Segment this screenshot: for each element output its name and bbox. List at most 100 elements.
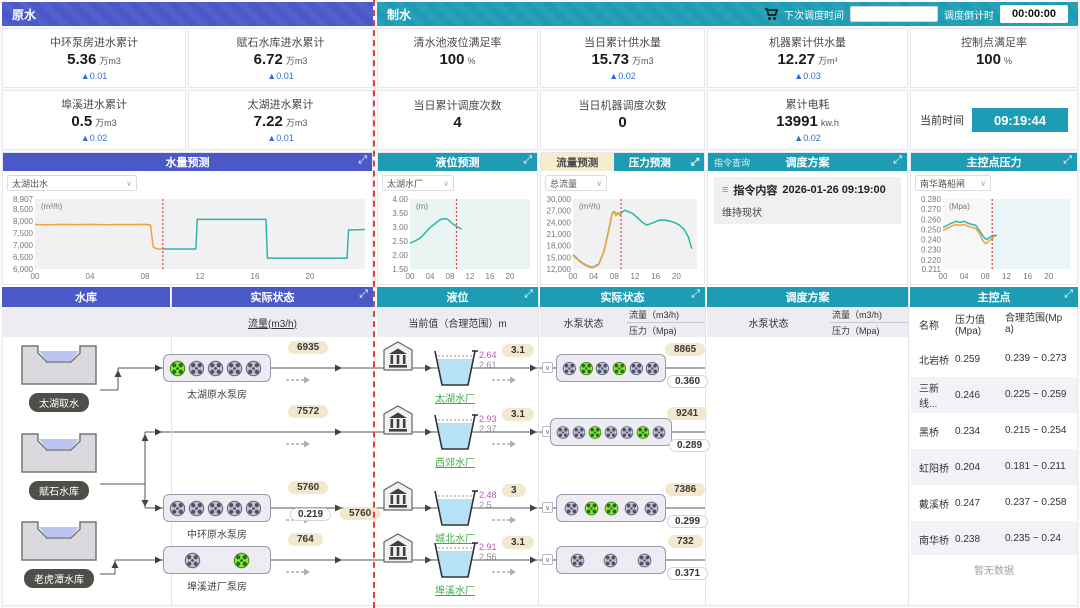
plant-pumps[interactable] [556,546,666,574]
level-target-badge: 3 [502,484,526,497]
svg-text:20: 20 [306,272,315,281]
flow-badge: 6935 [288,341,329,354]
level-target-badge: 3.1 [502,408,534,421]
flow-unit-link[interactable]: 流量(m3/h) [248,318,297,330]
flow-badge: 5760 [288,481,329,494]
current-time-label: 当前时间 [920,115,964,127]
pump-off-icon [604,553,618,567]
svg-text:6,000: 6,000 [13,265,34,274]
pressure-badge: 0.299 [667,515,709,528]
tab-flow-forecast[interactable]: 流量预测 [541,153,614,171]
clear-well-tank-icon [432,540,478,580]
delta-badge: ▲0.01 [80,71,108,81]
pump-off-icon [207,360,224,376]
pressure-badge: 0.371 [667,567,709,580]
plant-link[interactable]: 城北水厂 [435,534,475,545]
instruction-content: 维持现状 [722,208,762,219]
collapse-icon[interactable]: ∨ [542,362,553,373]
cart-icon[interactable] [764,7,778,21]
reservoir-icon [20,342,98,391]
pump-off-icon [624,501,638,515]
production-title: 制水 [387,7,412,22]
instruction-box: ≡ 指令内容 2026-01-26 09:19:00 维持现状 [714,177,901,224]
svg-text:12: 12 [631,272,640,281]
plant-link[interactable]: 太湖水厂 [435,394,475,405]
subheader-plan: 水泵状态 流量（m3/h) 压力（Mpa) [707,307,908,337]
pump-on-icon [604,501,618,515]
pump-off-icon [644,501,658,515]
level-high: 2.91 [479,542,497,552]
station-label: 中环原水泵房 [187,530,247,541]
expand-icon[interactable]: ⤢ [686,153,704,171]
svg-text:0.260: 0.260 [921,215,942,224]
level-low: 2.61 [479,360,497,370]
raw-water-header: 原水 [2,2,373,26]
reservoir-label: 老虎潭水库 [24,569,94,588]
water-volume-select[interactable]: 太湖出水 ∨ [7,175,137,191]
plant-link[interactable]: 埠溪水厂 [435,586,475,597]
pump-station-taihu[interactable] [163,354,271,382]
empty-placeholder: 暂无数据 [974,566,1014,577]
reservoir-icon [21,345,97,385]
tank-icon [434,350,478,386]
reservoir-laohutan: 老虎潭水库 [16,518,102,588]
level-select[interactable]: 太湖水厂 ∨ [382,175,454,191]
tab-instruction-query[interactable]: 指令查询 [714,158,751,168]
svg-text:0.240: 0.240 [921,236,942,245]
reservoir-icon [21,521,97,561]
control-point-row: 黑桥 0.234 0.215 ~ 0.254 [919,425,1067,439]
expand-icon[interactable]: ⤢ [1063,154,1072,166]
svg-text:8,500: 8,500 [13,205,34,214]
level-high: 2.48 [479,490,497,500]
control-pressure-panel-header: 主控点压力 ⤢ [911,153,1077,171]
delta-badge: ▲0.01 [267,71,294,81]
svg-text:12: 12 [196,272,205,281]
svg-text:0.270: 0.270 [921,205,942,214]
expand-icon[interactable]: ⤢ [358,154,367,166]
svg-text:0.220: 0.220 [921,256,942,265]
tab-pressure-forecast[interactable]: 压力预测 [613,153,686,171]
svg-text:6,500: 6,500 [13,253,34,262]
flow-badge: 8865 [665,343,706,356]
expand-icon[interactable]: ⤢ [359,288,368,300]
current-time-value: 09:19:44 [972,108,1068,132]
svg-text:0.211: 0.211 [922,265,942,274]
flow-select[interactable]: 总流量 ∨ [545,175,607,191]
plant-pumps[interactable] [550,418,672,446]
expand-icon[interactable]: ⤢ [523,154,532,166]
kpi-card: 累计电耗 13991 kw.h ▲0.02 [707,90,908,150]
svg-text:20: 20 [506,272,515,281]
expand-icon[interactable]: ⤢ [1064,288,1073,300]
pump-station-zhonghuan[interactable] [163,494,271,522]
svg-text:20: 20 [672,272,681,281]
pump-station-buxi[interactable] [163,546,271,574]
svg-text:30,000: 30,000 [547,195,572,204]
instruction-label: 指令内容 [733,185,778,197]
expand-icon[interactable]: ⤢ [691,288,700,300]
flow-badge: 5760 [340,507,381,520]
flow-badge: 764 [288,533,323,546]
svg-text:(m³/h): (m³/h) [579,202,601,211]
dispatch-plan-panel-header: 指令查询 调度方案 ⤢ [708,153,907,171]
expand-icon[interactable]: ⤢ [524,288,533,300]
svg-text:00: 00 [406,272,415,281]
plant-pumps[interactable] [556,494,666,522]
expand-icon[interactable]: ⤢ [893,154,902,166]
pressure-point-select[interactable]: 南华路船闸 ∨ [915,175,991,191]
collapse-icon[interactable]: ∨ [542,554,553,565]
column-header-actual-plant: 实际状态 ⤢ [540,287,705,307]
subheader-level: 当前值（合理范围）m [377,307,538,337]
pressure-badge: 0.289 [669,439,711,452]
kpi-card: 中环泵房进水累计 5.36 万m3 ▲0.01 [2,28,186,88]
collapse-icon[interactable]: ∨ [542,502,553,513]
chevron-down-icon: ∨ [980,178,986,188]
clear-well-tank-icon [432,348,478,388]
svg-text:04: 04 [426,272,435,281]
plant-link[interactable]: 西郊水厂 [435,458,475,469]
pump-on-icon [169,360,186,376]
plant-pumps[interactable] [556,354,666,382]
next-dispatch-input[interactable] [850,6,938,22]
pump-off-icon [564,501,578,515]
pump-on-icon [584,501,598,515]
svg-text:0.250: 0.250 [921,225,942,234]
